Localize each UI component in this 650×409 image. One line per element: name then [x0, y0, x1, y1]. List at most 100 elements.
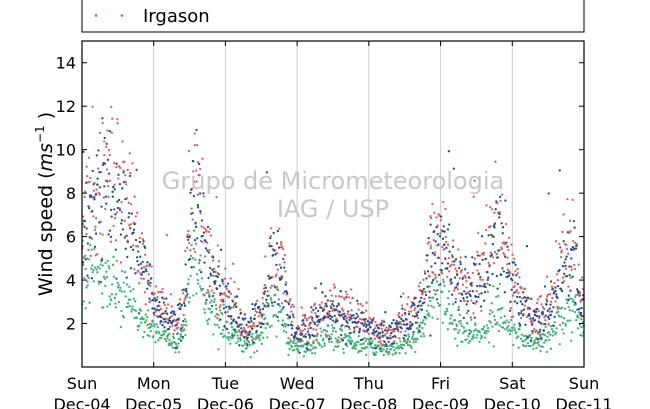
data-point [237, 340, 240, 343]
data-point [250, 335, 254, 338]
data-point [92, 215, 95, 218]
data-point [414, 340, 418, 343]
data-point [86, 284, 89, 287]
data-point [441, 321, 444, 325]
data-point [212, 300, 216, 304]
data-point [245, 347, 248, 350]
data-point [283, 261, 286, 264]
data-point [236, 334, 239, 337]
data-point [222, 303, 225, 306]
data-point [82, 150, 85, 154]
data-point [470, 318, 473, 321]
data-point [492, 345, 495, 348]
data-point [94, 225, 97, 228]
data-point [562, 280, 566, 283]
data-point [304, 333, 307, 336]
data-point [93, 196, 96, 199]
data-point [406, 343, 410, 347]
data-point [103, 140, 106, 143]
data-point [160, 336, 163, 340]
data-point [459, 322, 462, 325]
data-point [526, 336, 529, 339]
data-point [478, 331, 482, 334]
data-point [444, 235, 447, 239]
data-point [419, 321, 423, 325]
data-point [474, 323, 477, 327]
data-point [485, 324, 488, 327]
data-point [536, 330, 539, 333]
data-point [559, 246, 562, 249]
data-point [264, 317, 267, 320]
data-point [448, 223, 451, 226]
data-point [369, 342, 372, 345]
data-point [358, 330, 361, 333]
data-point [97, 167, 100, 170]
data-point [475, 336, 478, 339]
data-point [119, 286, 122, 290]
data-point [83, 276, 86, 280]
data-point [137, 269, 140, 272]
data-point [514, 290, 518, 293]
data-point [396, 325, 399, 329]
data-point [213, 267, 216, 271]
data-point [338, 340, 341, 343]
data-point [546, 309, 549, 312]
data-point [425, 259, 429, 262]
data-point [144, 303, 147, 306]
data-point [528, 312, 531, 316]
data-point [454, 301, 457, 304]
data-point [458, 313, 461, 316]
data-point [94, 232, 98, 235]
data-point [98, 221, 101, 224]
data-point [231, 262, 235, 265]
data-point [183, 299, 186, 302]
data-point [432, 306, 435, 309]
data-point [207, 230, 211, 234]
data-point [235, 322, 238, 325]
data-point [200, 289, 203, 292]
data-point [391, 342, 394, 345]
data-point [580, 276, 584, 279]
data-point [420, 304, 423, 307]
data-point [482, 251, 486, 255]
data-point [542, 307, 546, 311]
data-point [163, 337, 167, 341]
data-point [188, 301, 191, 304]
data-point [147, 279, 150, 282]
data-point [426, 285, 429, 288]
data-point [178, 298, 182, 301]
data-point [548, 293, 552, 296]
data-point [555, 327, 558, 330]
data-point [87, 205, 90, 208]
data-point [439, 232, 442, 235]
data-point [580, 314, 584, 318]
data-point [128, 174, 132, 178]
data-point [98, 186, 102, 189]
data-point [83, 225, 86, 228]
data-point [309, 326, 312, 330]
data-point [198, 173, 201, 177]
data-point [547, 331, 551, 334]
data-point [349, 337, 352, 340]
y-tick-label: 12 [56, 97, 76, 116]
data-point [369, 337, 373, 340]
data-point [265, 171, 268, 174]
data-point [321, 291, 324, 294]
data-point [291, 303, 294, 307]
data-point [311, 320, 314, 323]
data-point [330, 306, 333, 309]
data-point [162, 333, 166, 336]
data-point [413, 296, 417, 299]
data-point [442, 200, 445, 204]
data-point [581, 334, 584, 337]
data-point [254, 338, 257, 341]
data-point [89, 254, 92, 258]
data-point [374, 344, 377, 347]
data-point [326, 299, 330, 302]
data-point [427, 312, 430, 315]
data-point [214, 280, 217, 283]
data-point [504, 222, 508, 226]
data-point [208, 266, 212, 270]
data-point [407, 328, 410, 331]
data-point [216, 275, 219, 279]
